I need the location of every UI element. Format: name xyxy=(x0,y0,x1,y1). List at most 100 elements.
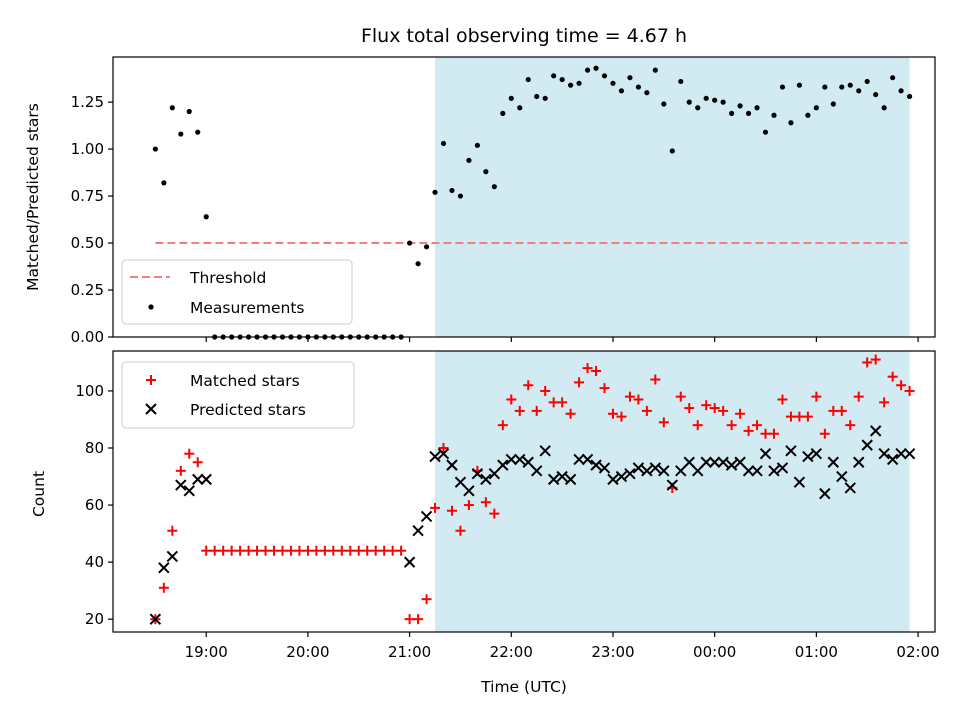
y-tick-label: 0.00 xyxy=(71,328,104,346)
matched-stars-point xyxy=(370,545,381,556)
matched-stars-point xyxy=(489,508,500,519)
predicted-stars-point xyxy=(708,456,721,468)
predicted-stars-point xyxy=(666,479,679,491)
matched-stars-point xyxy=(192,457,203,468)
matched-stars-point xyxy=(421,594,432,605)
matched-stars-point xyxy=(302,545,313,556)
y-tick-label: 1.25 xyxy=(71,93,104,111)
count-axes-frame xyxy=(112,350,936,633)
legend-measurements-label: Measurements xyxy=(190,299,305,317)
predicted-stars-point xyxy=(556,470,568,483)
predicted-stars-point xyxy=(810,447,823,460)
measurement-point xyxy=(898,88,904,94)
matched-stars-point xyxy=(701,400,712,411)
measurement-point xyxy=(627,75,633,81)
predicted-stars-point xyxy=(844,482,856,494)
predicted-stars-point xyxy=(742,465,755,477)
measurement-point xyxy=(161,180,167,186)
matched-stars-point xyxy=(328,545,339,556)
matched-stars-point xyxy=(692,420,703,431)
matched-stars-point xyxy=(446,505,457,516)
matched-stars-point xyxy=(794,411,805,422)
matched-stars-point xyxy=(811,391,822,402)
matched-stars-point xyxy=(641,405,652,416)
predicted-stars-point xyxy=(531,465,543,477)
matched-stars-point xyxy=(752,420,763,431)
predicted-stars-point xyxy=(751,465,763,477)
matched-stars-point xyxy=(379,545,390,556)
measurement-point xyxy=(686,99,692,105)
matched-stars-point xyxy=(726,420,737,431)
matched-stars-point xyxy=(311,545,322,556)
measurement-point xyxy=(584,67,591,73)
matched-stars-point xyxy=(540,385,551,396)
matched-stars-point xyxy=(353,545,364,556)
predicted-stars-point xyxy=(581,453,594,466)
measurement-point xyxy=(720,99,726,105)
measurement-point xyxy=(169,105,175,111)
predicted-stars-point xyxy=(429,450,441,463)
measurement-point xyxy=(534,93,540,100)
predicted-stars-point xyxy=(649,462,662,474)
matched-stars-point xyxy=(497,420,508,431)
measurement-point xyxy=(542,95,548,101)
matched-stars-point xyxy=(616,411,627,422)
predicted-stars-point xyxy=(573,453,585,466)
measurement-point xyxy=(559,76,565,83)
measurement-point xyxy=(483,169,489,175)
measurement-point xyxy=(525,76,531,83)
measurement-point xyxy=(729,110,735,116)
matched-stars-point xyxy=(387,545,398,556)
matched-stars-point xyxy=(438,442,449,453)
measurement-point xyxy=(830,101,836,107)
predicted-stars-point xyxy=(869,425,882,437)
matched-stars-point xyxy=(599,383,610,394)
matched-stars-point xyxy=(345,545,356,556)
measurement-point xyxy=(568,82,574,88)
measurement-point xyxy=(508,95,514,101)
measurement-point xyxy=(491,184,497,190)
matched-stars-point xyxy=(896,380,907,391)
matched-stars-point xyxy=(557,397,568,408)
measurement-point xyxy=(449,187,455,194)
measurement-point xyxy=(576,80,582,86)
legend-matched-label: Matched stars xyxy=(190,372,300,390)
matched-stars-point xyxy=(252,545,263,556)
measurement-point xyxy=(601,73,608,79)
predicted-stars-point xyxy=(454,476,467,488)
measurement-point xyxy=(847,82,853,88)
matched-stars-point xyxy=(430,502,441,513)
count-legend-box xyxy=(121,361,355,429)
matched-stars-point xyxy=(362,545,373,556)
matched-stars-point xyxy=(413,614,424,625)
ratio-legend-box xyxy=(121,259,353,325)
predicted-stars-point xyxy=(149,613,162,625)
matched-stars-point xyxy=(336,545,347,556)
x-tick-label: 02:00 xyxy=(896,643,939,661)
matched-stars-point xyxy=(650,374,661,385)
matched-stars-point xyxy=(226,545,237,556)
matched-stars-point xyxy=(548,397,559,408)
x-tick-label: 19:00 xyxy=(185,643,228,661)
matched-stars-point xyxy=(624,391,635,402)
y-tick-label: 20 xyxy=(85,610,104,628)
y-tick-label: 1.00 xyxy=(71,140,104,158)
matched-stars-point xyxy=(523,380,534,391)
matched-stars-point xyxy=(684,403,695,414)
y-tick-label: 80 xyxy=(85,439,104,457)
predicted-stars-point xyxy=(895,447,907,460)
matched-stars-point xyxy=(582,363,593,374)
x-tick-label: 01:00 xyxy=(795,643,838,661)
measurement-point xyxy=(661,101,667,107)
predicted-stars-point xyxy=(598,462,611,474)
matched-stars-point xyxy=(862,357,873,368)
measurement-point xyxy=(618,88,625,94)
measurement-point xyxy=(822,84,828,90)
matched-stars-point xyxy=(845,420,856,431)
measurement-point xyxy=(754,105,760,111)
observing-window-band xyxy=(435,57,910,337)
measurement-point xyxy=(881,105,887,111)
measurement-point xyxy=(890,75,896,81)
matched-stars-point xyxy=(514,405,525,416)
measurement-point xyxy=(762,129,769,135)
